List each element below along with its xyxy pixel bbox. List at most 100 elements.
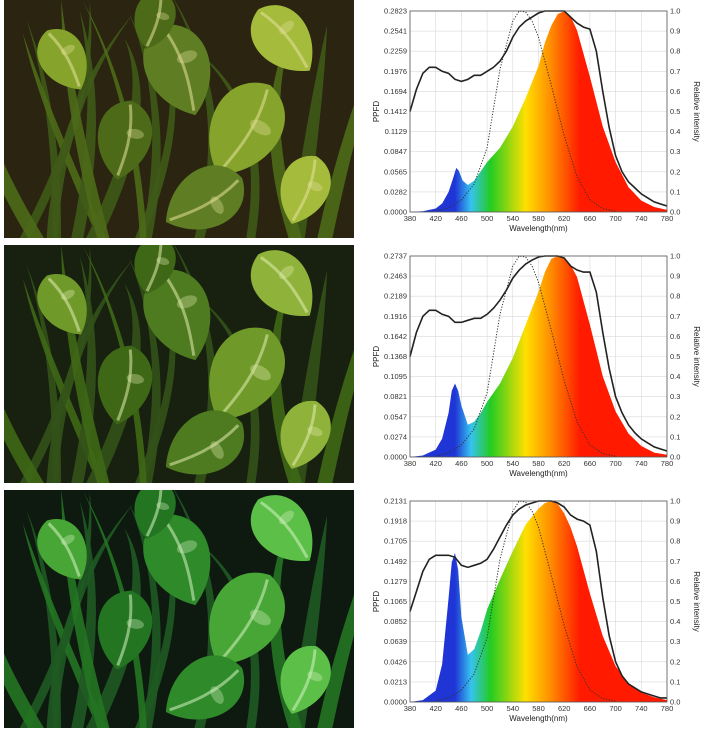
leaf: [280, 401, 331, 469]
y2-tick-label: 1.0: [670, 7, 680, 16]
grass-blade: [46, 13, 134, 238]
spectrum-area: [410, 501, 667, 702]
y2-tick-label: 0.0: [670, 208, 680, 217]
leaf: [209, 82, 285, 176]
leaf: [250, 495, 313, 561]
y2-tick-label: 0.3: [670, 637, 680, 646]
spectrum-chart: 380 420 460 500 540 580 620 660 700 740 780 0.0000 0…: [360, 0, 706, 240]
y2-tick-label: 0.3: [670, 392, 680, 401]
leaf: [134, 245, 176, 294]
x-tick-label: 580: [532, 704, 545, 713]
y-axis-label: PPFD: [372, 591, 381, 613]
y-tick-label: 0.0000: [384, 453, 407, 462]
x-tick-label: 620: [558, 704, 571, 713]
leaf: [134, 0, 176, 49]
plant-photo: [4, 245, 354, 483]
leaf: [97, 100, 153, 180]
y-tick-label: 0.1095: [384, 372, 407, 381]
y-tick-label: 0.1642: [384, 332, 407, 341]
plot-frame: [409, 10, 668, 213]
photopic-curve: [435, 255, 616, 457]
y2-tick-label: 0.5: [670, 597, 680, 606]
leaf: [143, 24, 211, 116]
plot-frame: [409, 500, 668, 703]
x-tick-label: 740: [635, 704, 648, 713]
x-tick-label: 700: [609, 704, 622, 713]
grass-blade: [83, 1, 147, 238]
leaf: [250, 250, 313, 316]
y2-tick-label: 1.0: [670, 497, 680, 506]
grass-blade: [187, 289, 260, 483]
leaf: [165, 410, 244, 475]
x-tick-label: 740: [635, 214, 648, 223]
y-tick-label: 0.2189: [384, 292, 407, 301]
x-axis-label: Wavelength(nm): [509, 469, 568, 478]
x-tick-label: 780: [661, 459, 674, 468]
grass-blade: [129, 258, 161, 483]
x-tick-label: 540: [507, 214, 520, 223]
grass-blade: [129, 13, 161, 238]
grass-blade: [46, 258, 134, 483]
grass-blade: [4, 408, 44, 483]
y-tick-label: 0.2259: [384, 47, 407, 56]
y2-tick-label: 0.1: [670, 432, 680, 441]
plant-photo: [4, 490, 354, 728]
leaf: [280, 646, 331, 714]
grass-blade: [187, 534, 260, 728]
relative-intensity-line: [409, 10, 668, 207]
spectrum-chart: 380 420 460 500 540 580 620 660 700 740 780 0.0000 0…: [360, 245, 706, 485]
y-tick-label: 0.0282: [384, 187, 407, 196]
x-tick-label: 740: [635, 459, 648, 468]
x-tick-label: 500: [481, 459, 494, 468]
grass-blade: [269, 505, 303, 728]
x-tick-label: 700: [609, 214, 622, 223]
relative-intensity-line: [409, 255, 668, 452]
y-tick-label: 0.0639: [384, 637, 407, 646]
grass-blade: [269, 15, 303, 238]
y-tick-label: 0.0547: [384, 412, 407, 421]
leaf: [37, 519, 87, 580]
plant-photo: [4, 0, 354, 238]
leaf: [134, 490, 176, 539]
grass-blade: [317, 594, 354, 728]
y2-tick-label: 0.5: [670, 107, 680, 116]
grass-blade: [269, 260, 303, 483]
grass-blade: [187, 44, 260, 238]
grass-blade: [46, 503, 134, 728]
y2-tick-label: 0.4: [670, 372, 680, 381]
y-tick-label: 0.0426: [384, 657, 407, 666]
x-tick-label: 380: [404, 459, 417, 468]
y-tick-label: 0.1694: [384, 87, 407, 96]
y2-tick-label: 0.6: [670, 332, 680, 341]
photopic-curve: [435, 500, 616, 702]
x-tick-label: 380: [404, 214, 417, 223]
grass-blade: [317, 349, 354, 483]
y2-tick-label: 0.8: [670, 292, 680, 301]
x-tick-label: 540: [507, 704, 520, 713]
y2-tick-label: 0.1: [670, 187, 680, 196]
comparison-row-2: 380 420 460 500 540 580 620 660 700 740 780 0.0000 0…: [0, 245, 706, 485]
y-tick-label: 0.1918: [384, 517, 407, 526]
leaf: [280, 156, 331, 224]
spectrum-area: [410, 11, 667, 212]
y-tick-label: 0.0274: [384, 432, 407, 441]
grass-blade: [4, 653, 44, 728]
x-tick-label: 460: [455, 459, 468, 468]
y2-tick-label: 0.9: [670, 517, 680, 526]
y2-tick-label: 0.7: [670, 67, 680, 76]
leaf: [165, 655, 244, 720]
leaf: [209, 572, 285, 666]
y-tick-label: 0.2737: [384, 252, 407, 261]
y2-tick-label: 0.7: [670, 312, 680, 321]
y2-tick-label: 0.0: [670, 453, 680, 462]
y-tick-label: 0.1705: [384, 537, 407, 546]
x-tick-label: 580: [532, 214, 545, 223]
x-tick-label: 620: [558, 214, 571, 223]
y-tick-label: 0.2463: [384, 272, 407, 281]
y-axis-label: PPFD: [372, 346, 381, 368]
photopic-curve: [435, 10, 616, 212]
x-tick-label: 420: [429, 459, 442, 468]
x-tick-label: 660: [584, 704, 597, 713]
y2-tick-label: 0.6: [670, 577, 680, 586]
leaf: [143, 269, 211, 361]
